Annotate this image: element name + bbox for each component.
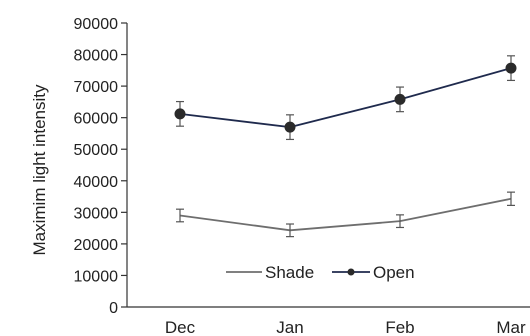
legend-marker-open <box>347 268 355 276</box>
y-tick-label: 90000 <box>74 16 119 33</box>
y-axis-label: Maximim light intensity <box>30 84 49 255</box>
y-tick-label: 60000 <box>74 111 119 128</box>
y-tick-label: 20000 <box>74 237 119 254</box>
y-tick-label: 0 <box>109 300 118 317</box>
data-point <box>394 93 406 105</box>
y-tick-label: 80000 <box>74 48 119 65</box>
legend: Shade Open <box>226 263 415 282</box>
x-tick-label: Jan <box>276 318 303 336</box>
series-shade <box>176 191 515 238</box>
y-tick-label: 10000 <box>74 268 119 285</box>
legend-label-shade: Shade <box>265 263 314 282</box>
x-tick-label: Dec <box>165 318 196 336</box>
y-tick-label: 70000 <box>74 79 119 96</box>
data-point <box>505 62 517 74</box>
series-layer <box>174 55 517 238</box>
legend-label-open: Open <box>373 263 415 282</box>
series-open <box>174 55 517 141</box>
y-tick-label: 30000 <box>74 205 119 222</box>
y-tick-label: 40000 <box>74 174 119 191</box>
series-line-shade <box>179 197 512 232</box>
x-tick-label: Mar <box>496 318 526 336</box>
x-tick-label: Feb <box>385 318 414 336</box>
axes: 0 10000 20000 30000 40000 50000 60000 70000 8000… <box>74 16 530 336</box>
series-line-open <box>179 67 512 129</box>
data-point <box>284 121 296 133</box>
y-tick-label: 50000 <box>74 142 119 159</box>
data-point <box>174 108 186 120</box>
